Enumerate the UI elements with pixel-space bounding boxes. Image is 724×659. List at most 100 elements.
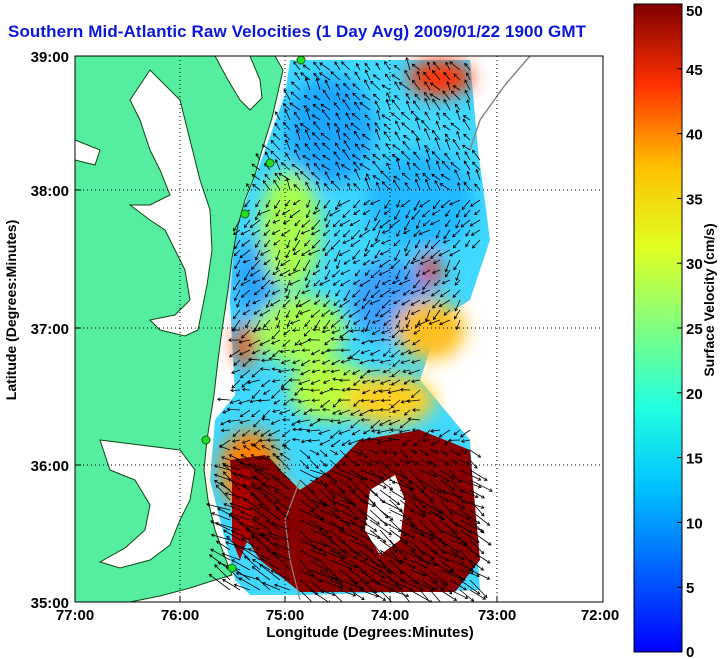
velocity-arrow xyxy=(334,123,341,131)
velocity-arrow xyxy=(370,289,381,298)
velocity-arrowhead xyxy=(309,423,313,427)
velocity-arrowhead xyxy=(430,556,435,560)
velocity-arrowhead xyxy=(438,252,443,257)
velocity-arrow xyxy=(322,154,331,161)
velocity-arrow xyxy=(313,163,321,171)
velocity-arrow xyxy=(416,138,421,151)
velocity-arrow xyxy=(449,519,472,534)
velocity-arrowhead xyxy=(246,528,251,533)
velocity-arrow xyxy=(353,131,361,141)
velocity-arrowhead xyxy=(323,325,327,330)
velocity-arrowhead xyxy=(448,438,452,443)
velocity-arrow xyxy=(394,65,401,71)
velocity-arrow xyxy=(264,163,271,171)
velocity-arrowhead xyxy=(395,581,400,586)
velocity-arrow xyxy=(299,428,311,431)
velocity-arrowhead xyxy=(431,129,436,134)
velocity-arrowhead xyxy=(315,558,320,562)
velocity-arrow xyxy=(250,492,271,511)
velocity-arrow xyxy=(399,479,415,491)
velocity-arrow xyxy=(252,299,261,304)
velocity-arrowhead xyxy=(333,479,338,483)
velocity-arrow xyxy=(466,72,471,81)
velocity-arrow xyxy=(349,459,360,466)
velocity-arrowhead xyxy=(391,373,395,378)
shelf-contour-south xyxy=(284,479,301,601)
velocity-arrowhead xyxy=(440,204,445,209)
velocity-arrow xyxy=(390,399,401,409)
velocity-arrow xyxy=(329,388,341,391)
velocity-arrowhead xyxy=(462,114,467,119)
velocity-arrowhead xyxy=(421,438,426,442)
velocity-arrowhead xyxy=(275,213,279,217)
velocity-arrowhead xyxy=(227,478,232,482)
velocity-arrow xyxy=(415,319,421,328)
velocity-arrow xyxy=(389,519,407,537)
velocity-arrowhead xyxy=(255,576,260,581)
velocity-arrowhead xyxy=(222,471,227,475)
velocity-arrow xyxy=(445,259,451,272)
velocity-arrow xyxy=(433,309,441,320)
velocity-arrow xyxy=(370,81,381,91)
velocity-arrowhead xyxy=(350,412,354,416)
velocity-arrowhead xyxy=(423,91,428,96)
velocity-arrow xyxy=(469,479,493,492)
x-tick-label: 72:00 xyxy=(581,607,619,624)
velocity-arrow xyxy=(353,379,361,386)
velocity-arrow xyxy=(239,522,261,531)
velocity-arrowhead xyxy=(383,322,387,326)
velocity-arrow xyxy=(410,299,421,306)
velocity-arrow xyxy=(299,499,316,511)
velocity-arrowhead xyxy=(380,337,384,342)
velocity-arrowhead xyxy=(241,433,246,437)
velocity-arrow xyxy=(432,130,441,141)
station-marker xyxy=(296,56,306,65)
velocity-arrowhead xyxy=(324,171,329,175)
velocity-arrowhead xyxy=(330,337,335,341)
velocity-arrow xyxy=(239,577,261,591)
velocity-arrow xyxy=(309,479,329,487)
velocity-arrow xyxy=(295,172,301,181)
velocity-arrowhead xyxy=(276,455,280,460)
velocity-arrow xyxy=(262,409,271,418)
velocity-arrow xyxy=(322,409,331,411)
velocity-arrow xyxy=(323,229,331,236)
velocity-arrow xyxy=(276,259,281,271)
velocity-arrowhead xyxy=(399,424,404,429)
velocity-arrowhead xyxy=(321,313,325,317)
velocity-arrowhead xyxy=(381,574,386,579)
velocity-arrowhead xyxy=(307,251,312,256)
velocity-arrowhead xyxy=(238,577,243,581)
velocity-arrow xyxy=(429,93,441,101)
velocity-arrow xyxy=(393,299,401,304)
velocity-arrowhead xyxy=(330,180,335,185)
velocity-arrow xyxy=(443,309,451,316)
velocity-arrow xyxy=(443,112,451,121)
velocity-arrow xyxy=(359,499,376,507)
velocity-arrowhead xyxy=(430,221,434,226)
velocity-arrow xyxy=(409,509,425,517)
velocity-arrowhead xyxy=(410,290,414,295)
colorbar-tick-label: 45 xyxy=(686,62,703,79)
velocity-arrowhead xyxy=(291,437,296,442)
velocity-arrow xyxy=(436,121,441,131)
velocity-arrow xyxy=(367,369,381,373)
velocity-arrowhead xyxy=(323,303,327,308)
velocity-arrow xyxy=(349,529,371,540)
y-tick-label: 38:00 xyxy=(31,183,69,200)
velocity-arrowhead xyxy=(438,434,443,438)
velocity-arrow xyxy=(374,101,381,111)
velocity-arrow xyxy=(414,93,421,101)
y-tick-label: 37:00 xyxy=(31,321,69,338)
velocity-arrow xyxy=(464,90,471,101)
velocity-arrow xyxy=(248,548,271,561)
velocity-arrowhead xyxy=(343,175,348,179)
velocity-arrowhead xyxy=(322,380,327,384)
velocity-arrowhead xyxy=(391,154,396,158)
velocity-arrow xyxy=(362,379,371,384)
velocity-arrowhead xyxy=(442,239,447,244)
velocity-arrowhead xyxy=(330,369,335,374)
velocity-arrowhead xyxy=(324,276,329,281)
velocity-arrow xyxy=(230,503,251,511)
velocity-arrow xyxy=(270,570,291,581)
